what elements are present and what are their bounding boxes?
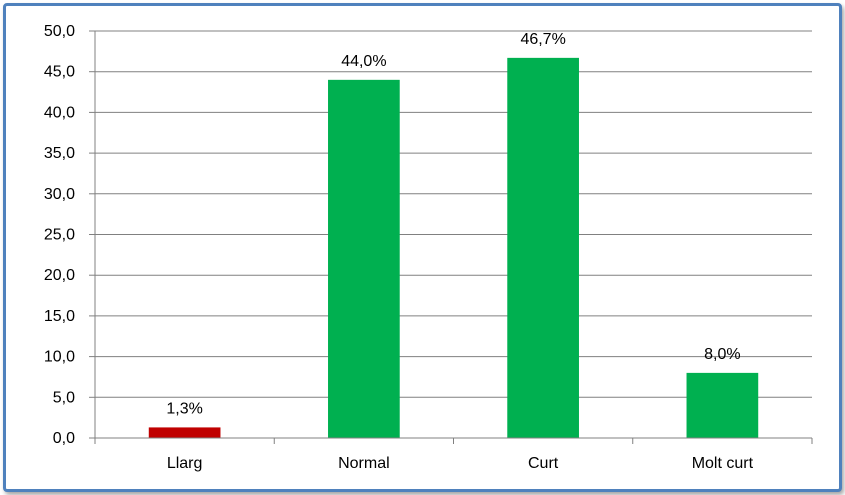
y-tick-label: 5,0 [53, 389, 75, 406]
bar [148, 427, 221, 438]
bar [328, 79, 400, 438]
y-tick-label: 50,0 [44, 23, 75, 40]
bars [148, 57, 759, 438]
y-tick-label: 40,0 [44, 104, 75, 121]
y-tick-label: 0,0 [53, 430, 75, 447]
data-label: 8,0% [704, 346, 740, 363]
y-tick-label: 20,0 [44, 267, 75, 284]
data-label: 1,3% [166, 400, 202, 417]
data-labels: 1,3% 44,0% 46,7% 8,0% [166, 31, 740, 418]
bar [686, 372, 759, 438]
x-category-label: Curt [528, 455, 559, 472]
y-tick-label: 15,0 [44, 308, 75, 325]
x-axis-category-labels: Llarg Normal Curt Molt curt [167, 455, 754, 472]
y-tick-label: 45,0 [44, 64, 75, 81]
data-label: 44,0% [341, 53, 386, 70]
y-tick-label: 35,0 [44, 145, 75, 162]
gridlines [95, 30, 812, 398]
x-category-label: Normal [338, 455, 390, 472]
y-axis-tick-labels: 0,0 5,0 10,0 15,0 20,0 25,0 30,0 35,0 40,0 45,0 50… [44, 23, 75, 447]
axes [89, 30, 813, 444]
bar [507, 57, 579, 438]
y-tick-label: 10,0 [44, 349, 75, 366]
y-tick-label: 25,0 [44, 227, 75, 244]
x-category-label: Molt curt [692, 455, 754, 472]
x-category-label: Llarg [167, 455, 203, 472]
data-label: 46,7% [520, 31, 565, 48]
y-tick-label: 30,0 [44, 186, 75, 203]
